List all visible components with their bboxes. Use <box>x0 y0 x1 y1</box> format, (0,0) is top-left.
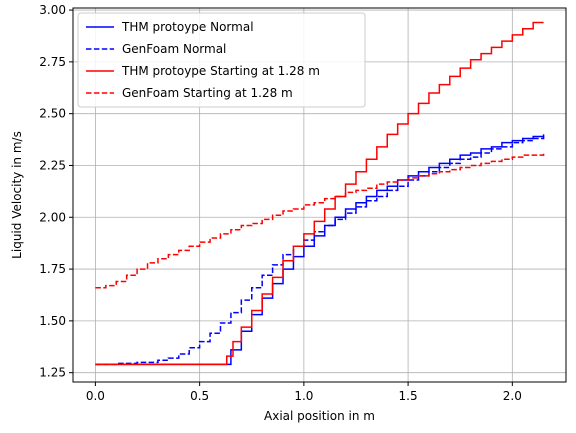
legend-label: GenFoam Normal <box>122 42 226 56</box>
y-axis-ticks: 1.25 1.50 1.75 2.00 2.25 2.50 2.75 3.00 <box>39 3 73 380</box>
x-tick-label: 0.5 <box>190 389 209 403</box>
series-group <box>95 21 545 366</box>
x-axis-ticks: 0.0 0.5 1.0 1.5 2.0 <box>86 382 522 403</box>
x-tick-label: 0.0 <box>86 389 105 403</box>
series-line-3 <box>95 21 544 366</box>
y-tick-label: 3.00 <box>39 3 66 17</box>
y-tick-label: 1.25 <box>39 366 66 380</box>
x-tick-label: 2.0 <box>503 389 522 403</box>
series-line-2 <box>95 136 545 366</box>
series-line-4 <box>95 153 545 289</box>
y-tick-label: 1.75 <box>39 262 66 276</box>
y-tick-label: 2.25 <box>39 158 66 172</box>
y-tick-label: 1.50 <box>39 314 66 328</box>
legend-label: GenFoam Starting at 1.28 m <box>122 86 293 100</box>
y-tick-label: 2.50 <box>39 107 66 121</box>
x-tick-label: 1.0 <box>294 389 313 403</box>
legend-box <box>77 12 366 108</box>
y-axis-label: Liquid Velocity in m/s <box>10 131 24 259</box>
plot-frame <box>72 7 567 383</box>
y-tick-label: 2.75 <box>39 55 66 69</box>
legend-label: THM protoype Starting at 1.28 m <box>121 64 320 78</box>
legend: THM protoype Normal GenFoam Normal THM pro… <box>77 12 366 108</box>
y-tick-label: 2.00 <box>39 210 66 224</box>
x-tick-label: 1.5 <box>399 389 418 403</box>
x-axis-label: Axial position in m <box>264 409 375 423</box>
legend-label: THM protoype Normal <box>121 20 254 34</box>
